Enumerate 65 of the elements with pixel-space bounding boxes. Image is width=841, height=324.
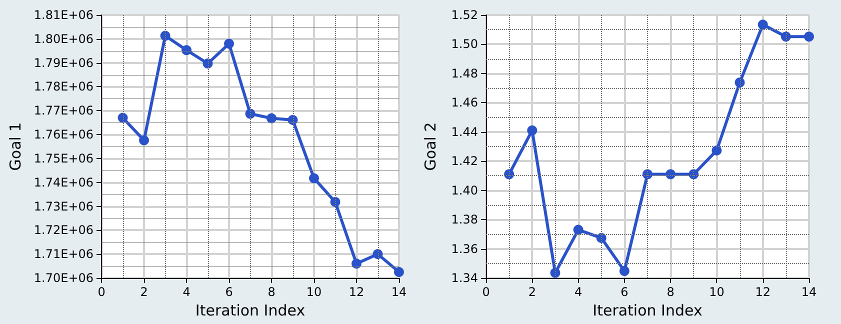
y-tick-label: 1.44: [451, 124, 478, 139]
x-tick-label: 12: [348, 285, 364, 299]
point: [666, 169, 676, 180]
x-tick-label: 6: [225, 285, 233, 299]
point: [394, 267, 404, 278]
y-tick-label: 1.40: [451, 183, 478, 198]
point: [734, 78, 745, 88]
x-tick-label: 2: [140, 285, 148, 299]
x-tick-label: 8: [666, 285, 674, 299]
x-tick-label: 6: [620, 285, 628, 299]
x-tick-label: 10: [306, 285, 322, 299]
point: [330, 196, 340, 207]
x-tick-label: 4: [182, 285, 190, 299]
point: [139, 135, 150, 146]
point: [245, 108, 256, 119]
y-tick-label: 1.48: [451, 66, 478, 80]
point: [202, 58, 213, 69]
point: [266, 113, 277, 124]
y-tick-label: 1.72E+06: [34, 223, 94, 238]
x-tick-label: 10: [709, 285, 724, 299]
point: [352, 258, 362, 269]
x-tick-label: 8: [268, 285, 276, 299]
x-axis-title: Iteration Index: [592, 301, 702, 320]
x-tick-label: 2: [528, 285, 536, 299]
y-tick-label: 1.76E+06: [34, 128, 94, 142]
point: [160, 30, 170, 41]
y-tick-label: 1.81E+06: [34, 8, 94, 22]
y-tick-label: 1.52: [451, 8, 478, 22]
point: [372, 249, 383, 260]
y-tick-label: 1.75E+06: [34, 151, 94, 166]
point: [758, 20, 768, 30]
y-tick-label: 1.70E+06: [34, 271, 94, 285]
x-tick-label: 0: [98, 285, 106, 299]
y-tick-label: 1.50: [451, 37, 478, 52]
y-tick-label: 1.78E+06: [34, 80, 94, 94]
y-axis-title: Goal 2: [422, 122, 440, 171]
y-tick-label: 1.36: [451, 242, 478, 256]
point: [780, 32, 791, 42]
y-tick-label: 1.42: [451, 154, 478, 168]
y-tick-label: 1.46: [451, 96, 478, 110]
y-axis-title: Goal 1: [6, 122, 24, 171]
y-tick-label: 1.34: [451, 271, 478, 285]
point: [804, 32, 814, 42]
point: [712, 145, 722, 156]
x-tick-label: 14: [801, 285, 817, 299]
x-tick-label: 4: [574, 285, 582, 299]
point: [527, 125, 538, 136]
y-tick-label: 1.38: [451, 212, 478, 227]
y-tick-label: 1.74E+06: [34, 175, 94, 190]
x-tick-label: 12: [755, 285, 770, 299]
y-tick-label: 1.80E+06: [34, 32, 94, 46]
point: [619, 266, 630, 276]
point: [573, 224, 584, 235]
point: [182, 45, 192, 56]
x-axis-title: Iteration Index: [195, 301, 306, 320]
point: [309, 173, 320, 184]
y-tick-label: 1.71E+06: [34, 247, 94, 262]
y-tick-label: 1.73E+06: [34, 199, 94, 214]
y-tick-label: 1.79E+06: [34, 56, 94, 70]
x-tick-label: 14: [391, 285, 407, 299]
point: [118, 112, 128, 123]
point: [550, 268, 560, 278]
y-tick-label: 1.77E+06: [34, 104, 94, 118]
x-tick-label: 0: [482, 285, 490, 299]
point: [224, 38, 234, 49]
